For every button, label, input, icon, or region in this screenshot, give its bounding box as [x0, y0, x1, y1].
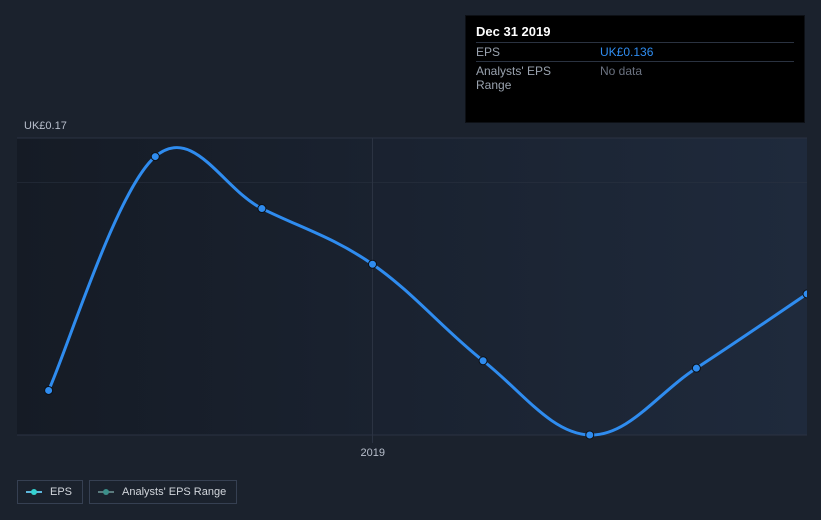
tooltip-date: Dec 31 2019 — [476, 24, 794, 42]
legend-item-analysts-range[interactable]: Analysts' EPS Range — [89, 480, 237, 504]
legend: EPS Analysts' EPS Range — [17, 480, 237, 504]
tooltip-label-range: Analysts' EPS Range — [476, 64, 588, 92]
legend-item-eps[interactable]: EPS — [17, 480, 83, 504]
tooltip-row-range: Analysts' EPS Range No data — [476, 61, 794, 94]
tooltip-label-eps: EPS — [476, 45, 588, 59]
tooltip-box: Dec 31 2019 EPS UK£0.136 Analysts' EPS R… — [465, 15, 805, 123]
legend-label-range: Analysts' EPS Range — [122, 486, 226, 498]
legend-swatch-range — [98, 488, 114, 496]
legend-label-eps: EPS — [50, 486, 72, 498]
legend-swatch-eps — [26, 488, 42, 496]
tooltip-row-eps: EPS UK£0.136 — [476, 42, 794, 61]
eps-line-chart: UK£0.17 UK£0.09 Actual 2019 — [17, 120, 807, 455]
tooltip-value-eps: UK£0.136 — [600, 45, 653, 59]
tooltip-value-range: No data — [600, 64, 642, 92]
